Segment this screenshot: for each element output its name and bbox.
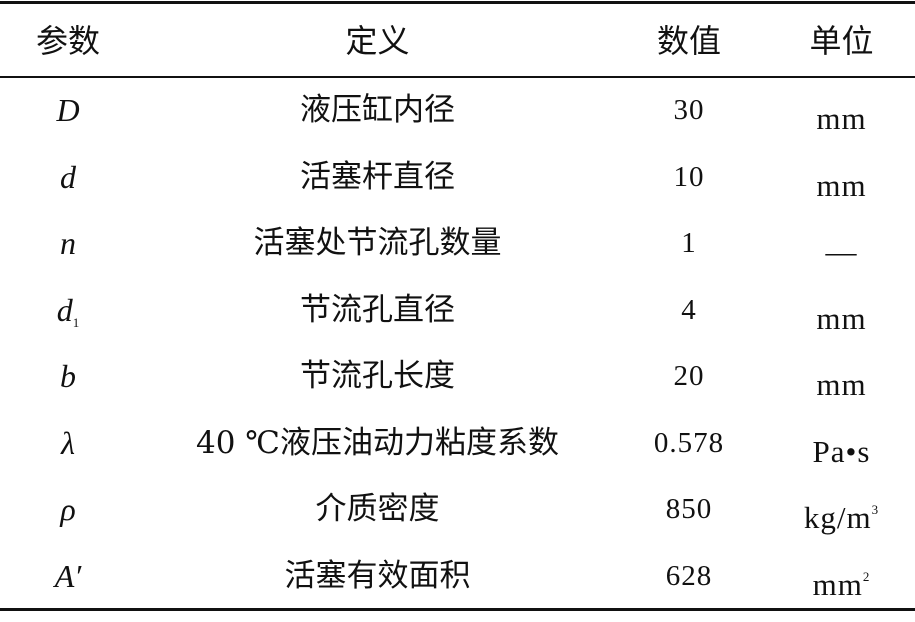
symbol-text: ρ xyxy=(60,491,76,527)
parameter-unit: — xyxy=(768,210,915,277)
parameter-definition: 节流孔长度 xyxy=(300,358,455,394)
symbol-text: b xyxy=(60,358,76,394)
parameter-symbol: b xyxy=(0,343,136,410)
parameter-definition: 活塞杆直径 xyxy=(300,158,455,195)
unit-text: kg/m xyxy=(803,500,872,535)
parameter-value: 30 xyxy=(673,94,705,126)
parameter-unit: mm xyxy=(768,277,915,344)
unit-text: mm xyxy=(816,300,867,336)
parameter-definition: 活塞有效面积 xyxy=(284,557,471,594)
parameter-unit: mm xyxy=(768,144,915,211)
symbol-text: A′ xyxy=(54,557,82,594)
unit-text: mm xyxy=(812,566,863,602)
symbol-text: D xyxy=(56,92,80,128)
unit-text: mm xyxy=(816,101,867,136)
symbol-text: d xyxy=(60,158,76,195)
unit-text: — xyxy=(825,234,858,269)
header-parameter: 参数 xyxy=(35,22,100,60)
parameter-unit: mm xyxy=(768,343,915,410)
parameter-unit: mm2 xyxy=(768,543,915,610)
header-rule xyxy=(0,76,915,78)
symbol-text: λ xyxy=(61,424,75,461)
table-header: 参数 定义 数值 单位 xyxy=(0,3,915,76)
parameter-unit: kg/m3 xyxy=(768,476,915,543)
parameter-symbol: λ xyxy=(0,410,136,477)
table-row: d 活塞杆直径 10 mm xyxy=(0,144,915,211)
parameter-symbol: n xyxy=(0,210,136,277)
header-definition: 定义 xyxy=(345,22,410,60)
parameter-value: 850 xyxy=(665,493,713,525)
parameter-value: 1 xyxy=(681,227,697,259)
parameter-value: 20 xyxy=(673,360,705,392)
table-row: A′ 活塞有效面积 628 mm2 xyxy=(0,543,915,610)
symbol-text: n xyxy=(60,225,76,261)
table-row: D 液压缸内径 30 mm xyxy=(0,77,915,144)
parameter-value: 628 xyxy=(665,559,713,592)
parameter-definition: 介质密度 xyxy=(315,491,440,527)
table-row: n 活塞处节流孔数量 1 — xyxy=(0,210,915,277)
parameter-definition: 液压缸内径 xyxy=(300,92,455,128)
parameter-unit: Pa•s xyxy=(768,410,915,477)
unit-text: Pa•s xyxy=(812,433,871,469)
symbol-subscript: 1 xyxy=(72,314,80,330)
header-unit: 单位 xyxy=(809,22,874,60)
parameter-definition: 节流孔直径 xyxy=(300,291,455,328)
parameter-definition: 40 ℃液压油动力粘度系数 xyxy=(196,424,559,461)
table-top-rule xyxy=(0,1,915,4)
table-row: ρ 介质密度 850 kg/m3 xyxy=(0,476,915,543)
unit-superscript: 3 xyxy=(871,502,880,517)
parameter-symbol: A′ xyxy=(0,543,136,610)
parameter-value: 10 xyxy=(673,160,705,193)
parameter-value: 4 xyxy=(681,293,697,326)
parameter-symbol: D xyxy=(0,77,136,144)
header-value: 数值 xyxy=(656,22,721,60)
table-row: d1 节流孔直径 4 mm xyxy=(0,277,915,344)
parameter-definition: 活塞处节流孔数量 xyxy=(253,225,502,261)
parameter-value: 0.578 xyxy=(653,426,725,459)
parameter-symbol: ρ xyxy=(0,476,136,543)
table-row: b 节流孔长度 20 mm xyxy=(0,343,915,410)
unit-superscript: 2 xyxy=(862,568,871,584)
table-row: λ 40 ℃液压油动力粘度系数 0.578 Pa•s xyxy=(0,410,915,477)
unit-text: mm xyxy=(816,167,867,203)
parameter-symbol: d xyxy=(0,144,136,211)
table-bottom-rule xyxy=(0,608,915,611)
parameter-unit: mm xyxy=(768,77,915,144)
parameter-symbol: d1 xyxy=(0,277,136,344)
unit-text: mm xyxy=(816,367,867,402)
symbol-text: d xyxy=(56,291,73,328)
